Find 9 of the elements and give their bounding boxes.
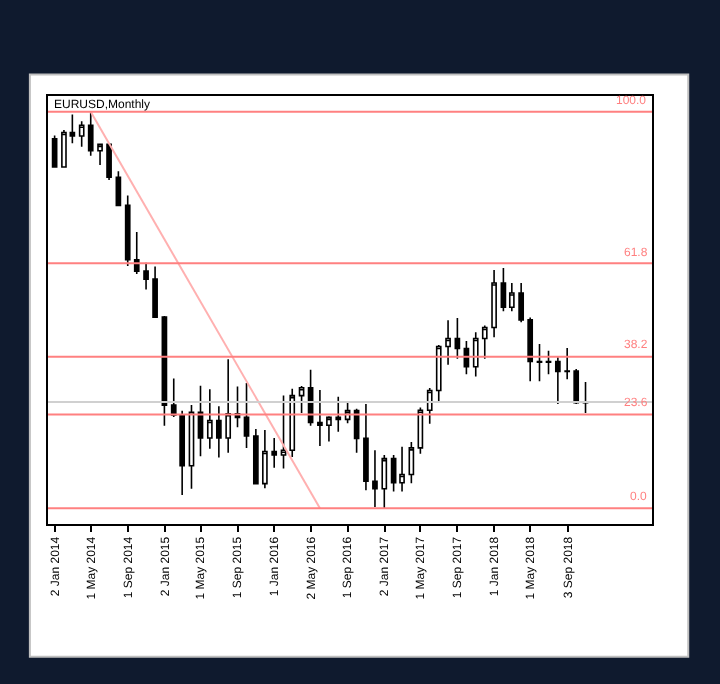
candlestick <box>289 388 296 458</box>
candlestick <box>280 394 287 470</box>
candlestick <box>170 377 177 418</box>
candlestick <box>399 445 405 493</box>
candlestick <box>243 382 250 449</box>
candlestick <box>536 343 543 383</box>
candlestick <box>500 267 507 312</box>
candlestick <box>454 317 461 360</box>
candlestick <box>179 409 186 496</box>
